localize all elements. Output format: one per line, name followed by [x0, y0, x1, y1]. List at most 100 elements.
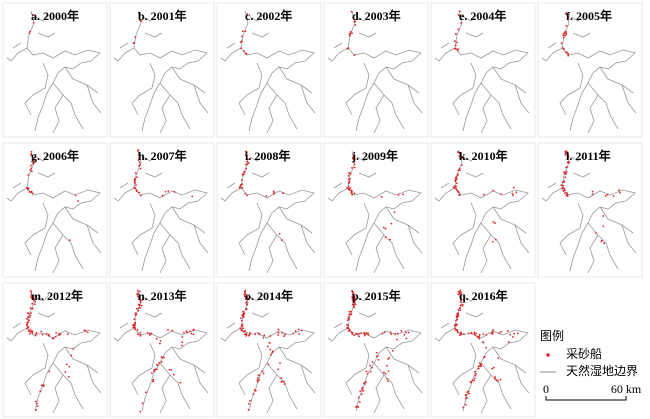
- dredger-dot: [138, 296, 141, 298]
- dredger-dot: [369, 370, 372, 373]
- dredger-dot: [492, 329, 494, 331]
- dredger-dot: [457, 28, 460, 31]
- dredger-dot: [455, 188, 458, 190]
- dredger-dot: [467, 332, 470, 335]
- dredger-dot: [384, 372, 387, 375]
- dredger-dot: [64, 371, 67, 373]
- dredger-dot: [256, 377, 259, 379]
- dredger-dot: [133, 180, 136, 183]
- dredger-dot: [252, 392, 255, 395]
- dredger-dot: [371, 361, 374, 363]
- dredger-dot: [173, 190, 176, 193]
- dredger-dot: [137, 149, 140, 151]
- dredger-dot: [348, 318, 350, 320]
- dredger-dot: [459, 289, 462, 292]
- dredger-dot: [361, 387, 363, 390]
- dredger-dot: [357, 406, 360, 408]
- dredger-dot: [353, 300, 356, 303]
- dredger-dot: [494, 376, 496, 378]
- panel-frame: [323, 142, 429, 278]
- dredger-dot: [480, 365, 483, 368]
- dredger-dot: [247, 162, 250, 164]
- dredger-dot: [135, 190, 138, 193]
- dredger-dot: [461, 305, 464, 307]
- dredger-dot: [30, 170, 33, 173]
- dredger-dot: [30, 150, 33, 153]
- map-panel: d. 2003年: [323, 2, 429, 138]
- dredger-dot: [473, 370, 476, 373]
- dredger-dot: [563, 189, 566, 192]
- dredger-dot: [241, 329, 243, 332]
- panel-label: d. 2003年: [352, 8, 401, 23]
- dredger-dot: [380, 195, 383, 198]
- dredger-dot: [271, 350, 274, 353]
- dredger-dot: [188, 330, 191, 333]
- dredger-dot: [167, 190, 170, 192]
- dredger-dot: [269, 348, 272, 351]
- dredger-dot: [245, 307, 248, 310]
- dredger-dot: [509, 333, 512, 336]
- map-panel: a. 2000年: [2, 2, 108, 138]
- dredger-dot: [566, 195, 569, 198]
- dredger-dot: [366, 372, 369, 375]
- dredger-dot: [133, 323, 136, 326]
- dredger-dot: [244, 30, 247, 33]
- dredger-dot: [353, 160, 355, 163]
- dredger-dot: [457, 190, 459, 193]
- dredger-dot: [238, 186, 241, 189]
- dredger-dot: [347, 182, 350, 185]
- dredger-dot: [28, 316, 31, 319]
- wetland-boundary: [435, 291, 529, 413]
- dredger-dot: [137, 307, 140, 310]
- dredger-dot: [241, 323, 244, 326]
- dredger-dot: [366, 332, 369, 334]
- dredger-dot: [560, 42, 563, 45]
- dredger-dot: [192, 333, 195, 336]
- dredger-dot: [45, 332, 48, 335]
- map-panel: k. 2010年: [430, 142, 536, 278]
- dredger-dot: [456, 312, 459, 315]
- dredger-dot: [604, 195, 607, 197]
- dredger-dot: [149, 332, 151, 335]
- dredger-dot: [134, 328, 136, 331]
- dredger-dot: [515, 191, 518, 194]
- dredger-dot: [139, 299, 142, 302]
- dredger-dot: [74, 194, 77, 197]
- dredger-dot: [137, 303, 140, 306]
- dredger-dot: [30, 167, 33, 170]
- dredger-dot: [136, 328, 139, 331]
- dredger-dot: [256, 380, 259, 383]
- dredger-dot: [506, 330, 509, 332]
- panel-frame: [2, 282, 108, 418]
- dredger-dot: [612, 195, 615, 197]
- dredger-dot: [138, 290, 141, 293]
- dredger-dot: [459, 15, 462, 17]
- wetland-boundary: [7, 151, 101, 273]
- dredger-dot: [480, 363, 483, 366]
- panel-label: m. 2012年: [31, 288, 83, 303]
- dredger-dot: [459, 309, 462, 312]
- panel-frame: [109, 282, 215, 418]
- panel-frame: [430, 2, 536, 138]
- dredger-dot: [349, 186, 352, 189]
- dredger-dot: [459, 154, 462, 156]
- dredger-dot: [70, 354, 73, 357]
- dredger-dot: [348, 172, 350, 174]
- dredger-dot: [244, 298, 247, 300]
- dredger-dot: [507, 341, 510, 343]
- dredger-dot: [363, 334, 366, 337]
- dredger-dot: [353, 304, 355, 307]
- dredger-dot: [382, 371, 385, 374]
- dredger-dot: [249, 332, 251, 334]
- dredger-dot: [349, 31, 352, 33]
- dredger-dot: [139, 13, 141, 16]
- dredger-dot: [240, 47, 243, 50]
- dredger-dot: [459, 304, 462, 307]
- dredger-dot: [347, 330, 350, 333]
- dredger-dot: [159, 342, 161, 345]
- dredger-dot: [407, 331, 410, 334]
- dredger-dot: [567, 156, 570, 159]
- dredger-dot: [192, 329, 195, 332]
- dredger-dot: [30, 291, 33, 294]
